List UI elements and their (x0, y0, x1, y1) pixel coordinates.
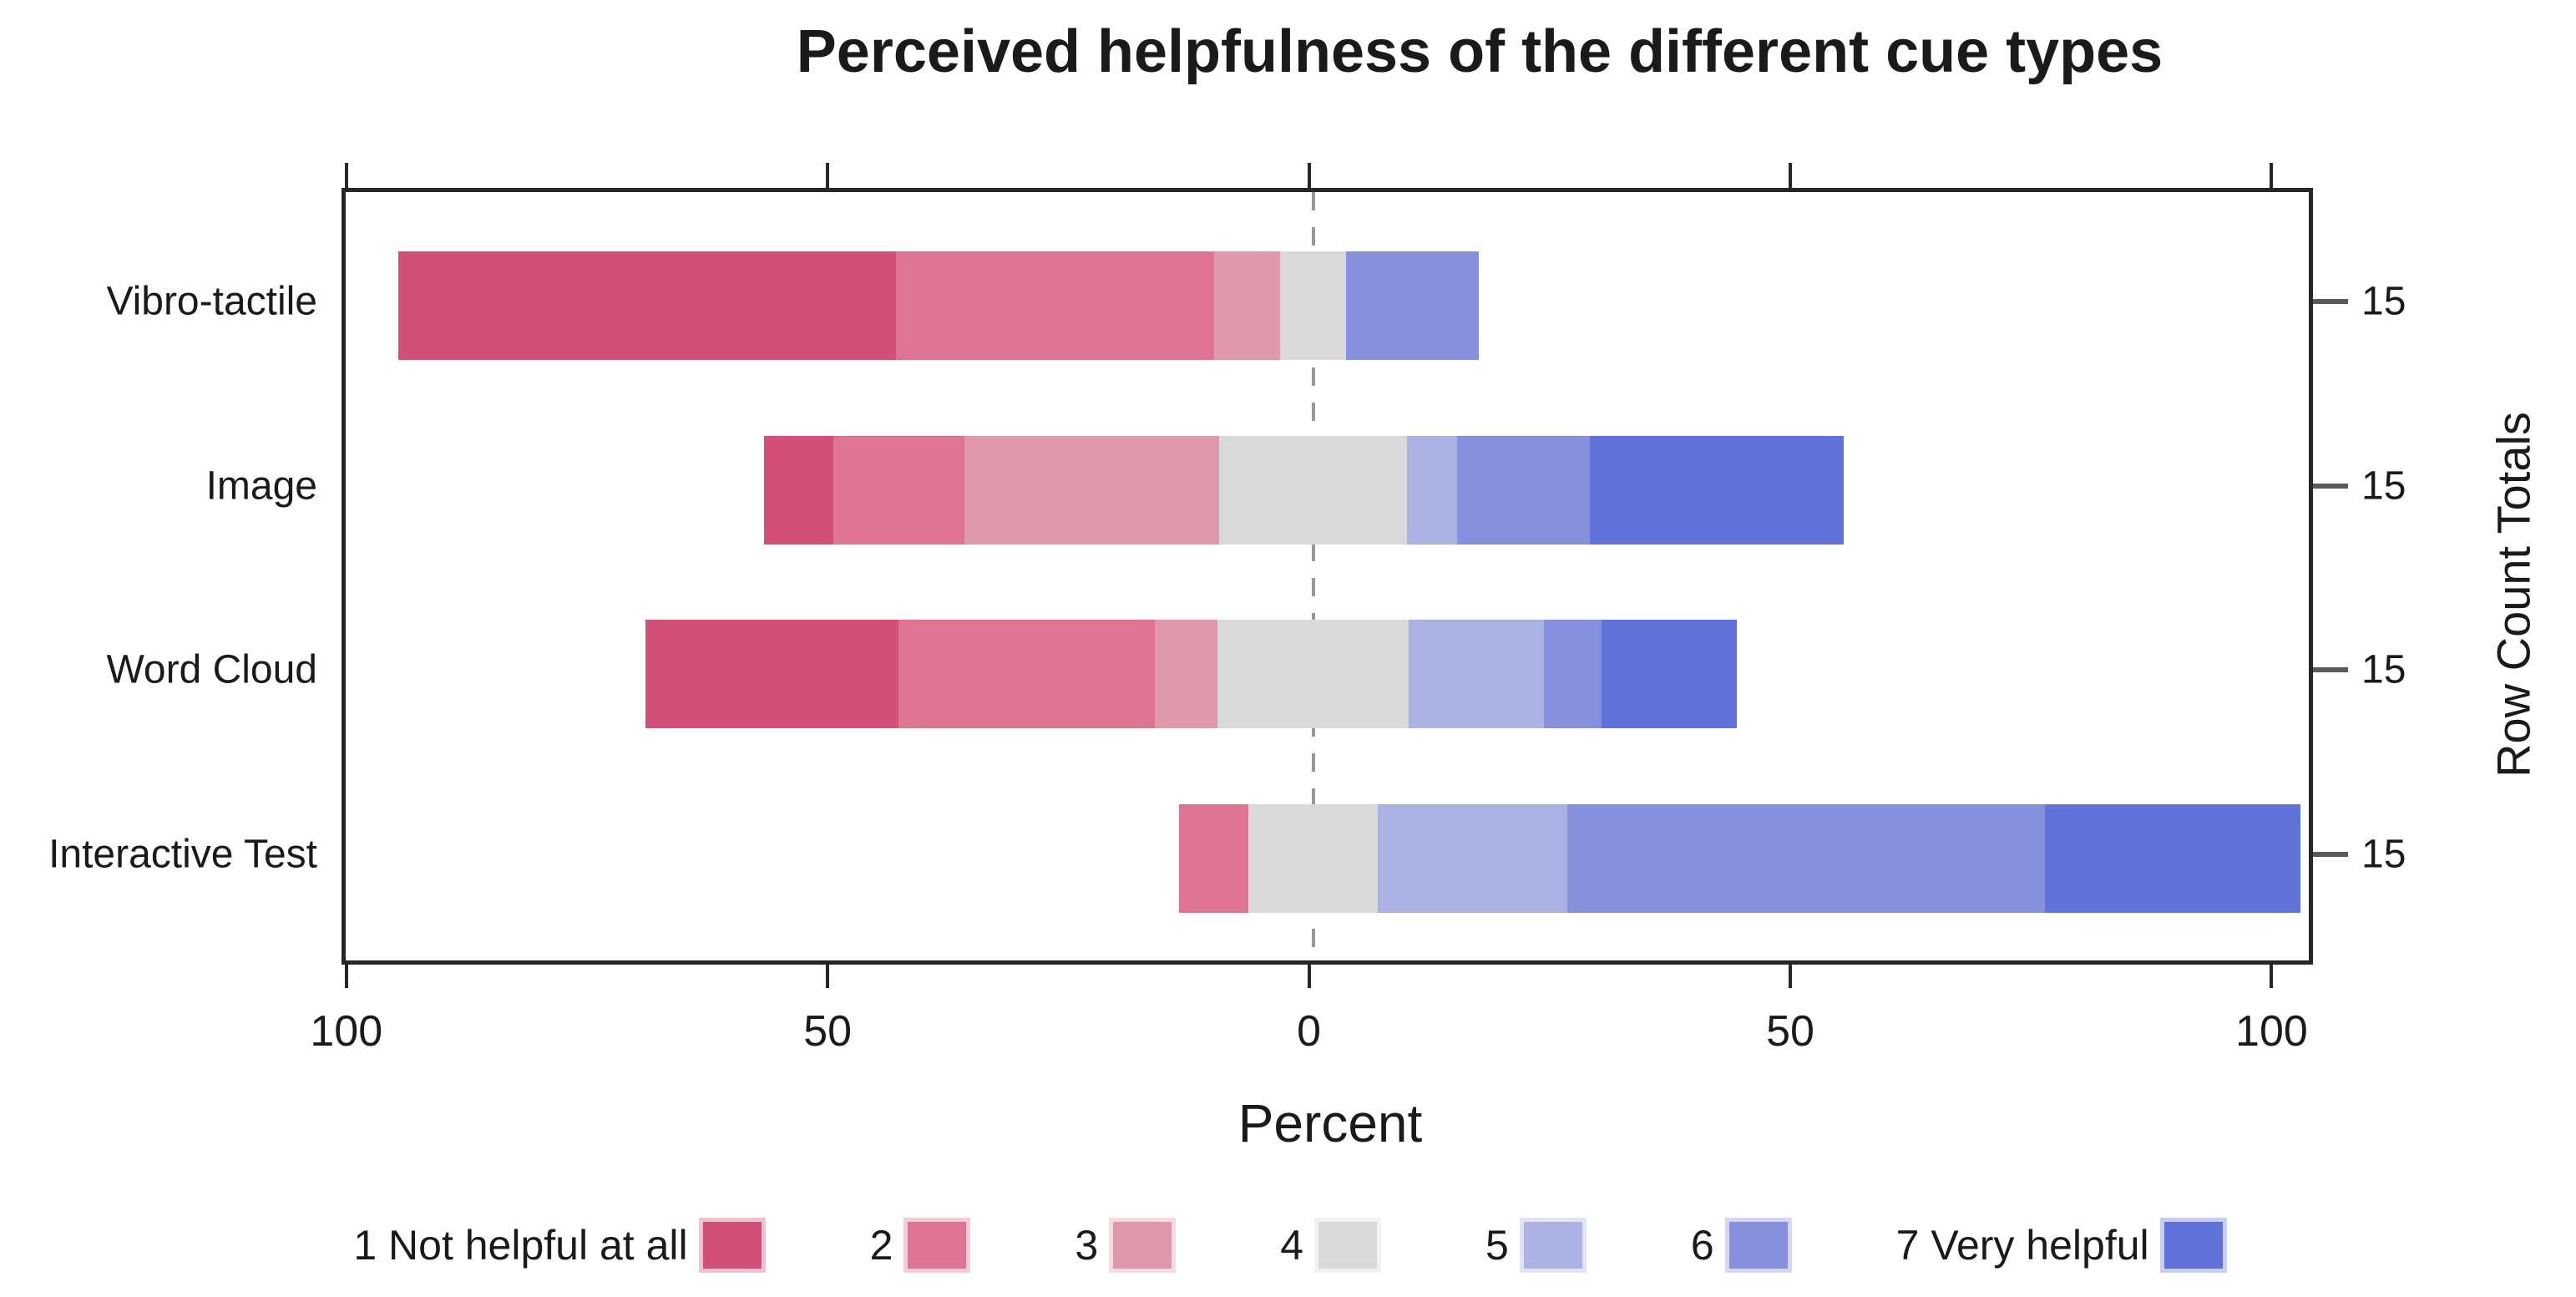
x-axis-tick-bottom (344, 965, 348, 988)
legend-item: 5 (1485, 1218, 1587, 1273)
bar-segment-level-6 (1543, 620, 1602, 728)
bar-segment-level-4 (1219, 436, 1407, 545)
bar-segment-level-4 (1279, 251, 1347, 360)
bar-segment-level-7 (1601, 620, 1738, 728)
legend-label: 3 (1075, 1222, 1099, 1269)
legend-label: 7 Very helpful (1895, 1222, 2149, 1269)
bar-segment-level-1 (645, 620, 899, 728)
x-axis-tick-top (344, 163, 348, 188)
bar-segment-level-5 (1378, 804, 1568, 913)
legend: 1 Not helpful at all 2 3 4 5 6 7 Very helpful (0, 1218, 2576, 1273)
bar-segment-level-3 (1154, 620, 1217, 728)
x-axis-tick-bottom (1307, 965, 1311, 988)
legend-swatch (1314, 1218, 1382, 1273)
x-axis-tick-bottom (826, 965, 830, 988)
row-total-label: 15 (2361, 279, 2406, 324)
bar-row-4 (1178, 804, 2300, 913)
plot-area (342, 188, 2313, 965)
bar-row-3 (645, 620, 1738, 728)
x-axis-tick-bottom (2270, 965, 2274, 988)
row-total-tick (2313, 852, 2348, 857)
bar-row-2 (763, 436, 1845, 545)
x-axis-tick-top (1789, 163, 1792, 188)
right-axis-title: Row Count Totals (2487, 412, 2540, 778)
legend-item: 1 Not helpful at all (353, 1218, 766, 1273)
legend-swatch (2159, 1218, 2227, 1273)
legend-swatch (1109, 1218, 1177, 1273)
bar-segment-level-2 (1178, 804, 1248, 913)
bar-segment-level-4 (1248, 804, 1379, 913)
y-row-label: Image (205, 464, 317, 509)
bar-segment-level-3 (964, 436, 1220, 545)
legend-item: 2 (869, 1218, 971, 1273)
y-row-label: Word Cloud (106, 647, 317, 692)
bar-segment-level-7 (1589, 436, 1845, 545)
row-total-label: 15 (2361, 464, 2406, 509)
bar-segment-level-6 (1567, 804, 2046, 913)
x-axis-tick-top (1307, 163, 1311, 188)
x-axis-tick-label: 100 (310, 1007, 383, 1056)
x-axis-tick-label: 50 (803, 1007, 853, 1056)
bar-segment-level-4 (1217, 620, 1409, 728)
x-axis-tick-label: 100 (2235, 1007, 2308, 1056)
bar-row-1 (397, 251, 1480, 360)
row-total-tick (2313, 484, 2348, 489)
bar-segment-level-6 (1456, 436, 1590, 545)
y-row-label: Interactive Test (48, 832, 317, 877)
legend-swatch (1519, 1218, 1587, 1273)
x-axis-tick-label: 50 (1766, 1007, 1814, 1056)
bar-segment-level-2 (898, 620, 1155, 728)
bar-segment-level-2 (833, 436, 964, 545)
legend-item: 7 Very helpful (1895, 1218, 2227, 1273)
bar-segment-level-1 (763, 436, 833, 545)
legend-label: 2 (869, 1222, 893, 1269)
bar-segment-level-2 (895, 251, 1215, 360)
bar-segment-level-5 (1409, 620, 1544, 728)
y-row-label: Vibro-tactile (106, 279, 317, 324)
bar-segment-level-3 (1214, 251, 1280, 360)
legend-label: 5 (1485, 1222, 1509, 1269)
row-total-tick (2313, 299, 2348, 304)
legend-item: 6 (1690, 1218, 1792, 1273)
x-axis-tick-top (826, 163, 830, 188)
row-total-label: 15 (2361, 832, 2406, 877)
legend-item: 4 (1280, 1218, 1382, 1273)
legend-swatch (698, 1218, 766, 1273)
legend-item: 3 (1075, 1218, 1177, 1273)
bar-segment-level-1 (397, 251, 896, 360)
row-total-label: 15 (2361, 647, 2406, 692)
zero-reference-line (1311, 192, 1315, 960)
chart-title: Perceived helpfulness of the different c… (796, 18, 2164, 85)
legend-label: 4 (1280, 1222, 1304, 1269)
x-axis-title: Percent (1237, 1093, 1423, 1153)
legend-label: 1 Not helpful at all (353, 1222, 688, 1269)
x-axis-tick-label: 0 (1297, 1007, 1322, 1056)
bar-segment-level-7 (2045, 804, 2300, 913)
legend-swatch (903, 1218, 971, 1273)
row-total-tick (2313, 667, 2348, 672)
legend-swatch (1724, 1218, 1792, 1273)
bar-segment-level-5 (1406, 436, 1457, 545)
x-axis-tick-bottom (1789, 965, 1792, 988)
bar-segment-level-6 (1346, 251, 1480, 360)
legend-label: 6 (1690, 1222, 1714, 1269)
x-axis-tick-top (2270, 163, 2274, 188)
